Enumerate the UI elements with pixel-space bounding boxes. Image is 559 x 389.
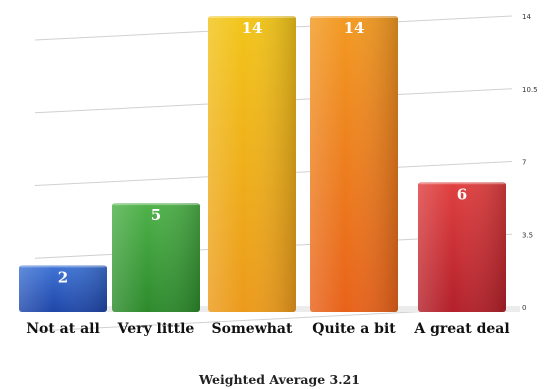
bar-shading: [208, 16, 296, 312]
bar-top-highlight: [20, 264, 106, 268]
y-tick-label: 3.5: [522, 231, 533, 239]
y-tick-label: 14: [522, 13, 531, 21]
bar-shading: [310, 16, 398, 312]
bar-top-highlight: [419, 181, 505, 185]
category-label: Somewhat: [212, 321, 293, 337]
bar-top-highlight: [209, 15, 295, 18]
weighted-average-label: Weighted Average 3.21: [199, 372, 360, 387]
y-tick-label: 0: [522, 304, 526, 312]
bar-shading: [418, 182, 506, 312]
bar-shading: [19, 265, 107, 312]
category-label: A great deal: [413, 321, 509, 337]
y-axis-ticks: 0 3.5 7 10.5 14: [522, 13, 538, 312]
data-label: 2: [58, 268, 68, 286]
category-label: Not at all: [26, 321, 100, 337]
y-tick-label: 10.5: [522, 86, 538, 94]
bar-top-highlight: [113, 202, 199, 206]
y-tick-label: 7: [522, 159, 526, 167]
data-label: 5: [151, 206, 161, 224]
bar-top-highlight: [311, 15, 397, 18]
data-label: 14: [344, 19, 365, 37]
category-label: Quite a bit: [312, 321, 396, 337]
data-label: 6: [457, 185, 467, 203]
category-label: Very little: [117, 321, 195, 337]
data-label: 14: [242, 19, 263, 37]
bars: 2 5 14 14 6: [19, 15, 506, 312]
category-labels: Not at all Very little Somewhat Quite a bit…: [26, 321, 509, 337]
bar-shading: [112, 203, 200, 312]
